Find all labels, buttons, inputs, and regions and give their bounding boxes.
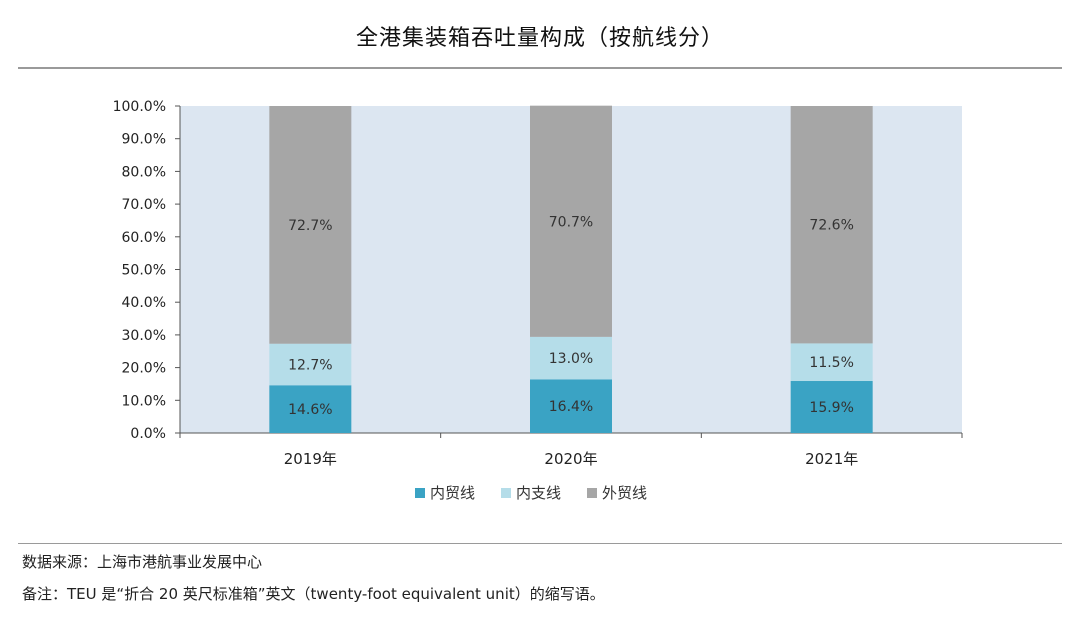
y-tick-label: 70.0% [122, 197, 166, 213]
x-tick-label: 2021年 [805, 450, 858, 468]
legend-swatch [415, 488, 425, 498]
bar-segment-2 [790, 343, 873, 382]
y-tick-label: 60.0% [122, 230, 166, 246]
legend-label: 内支线 [516, 484, 561, 502]
bar-segment-1 [790, 381, 873, 433]
data-label: 72.6% [809, 218, 853, 234]
data-label: 16.4% [549, 399, 593, 415]
data-label: 11.5% [809, 355, 853, 371]
legend-label: 外贸线 [602, 484, 647, 502]
bar-segment-2 [269, 343, 352, 386]
top-divider [18, 67, 1062, 69]
y-tick-label: 50.0% [122, 263, 166, 279]
y-tick-label: 30.0% [122, 328, 166, 344]
y-tick-label: 20.0% [122, 361, 166, 377]
data-label: 72.7% [288, 218, 332, 234]
bar-segment-3 [269, 106, 352, 344]
y-tick-label: 80.0% [122, 164, 166, 180]
y-tick-label: 40.0% [122, 295, 166, 311]
bar-segment-3 [790, 106, 873, 344]
data-label: 15.9% [809, 400, 853, 416]
footnote: 备注：TEU 是“折合 20 英尺标准箱”英文（twenty-foot equi… [22, 585, 605, 603]
stacked-bar-chart: 0.0% 10.0% 20.0% 30.0% 40.0% 50.0% 60.0% 70.0% 8… [113, 99, 963, 502]
data-label: 12.7% [288, 357, 332, 373]
x-tick-label: 2020年 [544, 450, 597, 468]
legend-swatch [587, 488, 597, 498]
y-tick-label: 0.0% [130, 426, 166, 442]
bar-segment-2 [530, 336, 612, 380]
y-tick-label: 100.0% [113, 99, 166, 115]
legend-label: 内贸线 [430, 484, 475, 502]
legend-swatch [501, 488, 511, 498]
bottom-divider [18, 543, 1062, 544]
y-tick-label: 10.0% [122, 393, 166, 409]
chart-title: 全港集装箱吞吐量构成（按航线分） [355, 26, 724, 51]
data-label: 14.6% [288, 402, 332, 418]
data-source: 数据来源：上海市港航事业发展中心 [22, 553, 263, 571]
data-label: 70.7% [549, 214, 593, 230]
x-tick-label: 2019年 [284, 450, 337, 468]
y-tick-label: 90.0% [122, 132, 166, 148]
data-label: 13.0% [549, 351, 593, 367]
bar-segment-3 [530, 105, 612, 337]
bar-segment-1 [269, 385, 352, 433]
bar-segment-1 [530, 379, 612, 433]
